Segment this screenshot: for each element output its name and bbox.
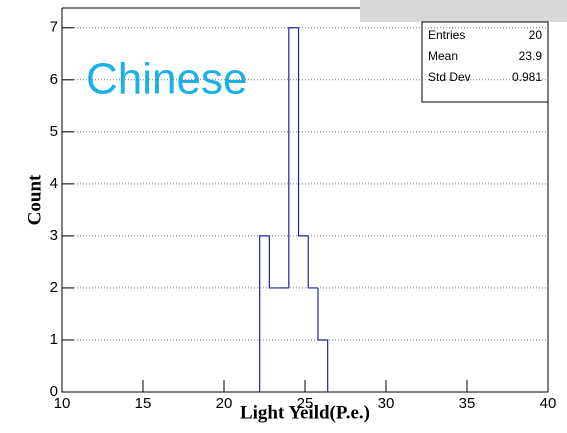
histogram-bar <box>259 235 270 392</box>
plot-frame <box>61 7 549 393</box>
x-tick-label: 10 <box>54 395 71 412</box>
histogram-bar <box>297 27 309 237</box>
x-tick-label: 25 <box>297 395 314 412</box>
y-tick-label: 4 <box>50 175 58 192</box>
annotation: Chinese <box>86 55 247 104</box>
stat-value: 0.981 <box>512 70 542 84</box>
y-tick-label: 2 <box>50 279 58 296</box>
y-axis-title: Count <box>24 174 45 225</box>
histogram-bar <box>307 235 318 289</box>
stat-value: 20 <box>529 28 543 42</box>
x-tick-label: 30 <box>378 395 395 412</box>
stats-box <box>421 21 549 103</box>
stat-name: Std Dev <box>428 70 471 84</box>
histogram-bar <box>317 287 329 392</box>
corner-image <box>360 0 567 22</box>
stat-name: Mean <box>428 49 458 63</box>
y-tick-label: 6 <box>50 71 58 88</box>
x-tick-label: 40 <box>540 395 557 412</box>
x-tick-label: 15 <box>135 395 152 412</box>
histogram-bar <box>268 235 280 289</box>
y-tick-label: 3 <box>50 227 58 244</box>
x-tick-label: 35 <box>459 395 476 412</box>
y-tick-label: 5 <box>50 123 58 140</box>
stat-name: Entries <box>428 28 465 42</box>
x-axis-title: Light Yeild(P.e.) <box>240 402 370 423</box>
histogram-bar <box>288 27 299 288</box>
stat-value: 23.9 <box>519 49 543 63</box>
y-tick-label: 7 <box>50 19 58 36</box>
x-tick-label: 20 <box>216 395 233 412</box>
y-tick-label: 1 <box>50 331 58 348</box>
y-tick-label: 0 <box>50 383 58 400</box>
